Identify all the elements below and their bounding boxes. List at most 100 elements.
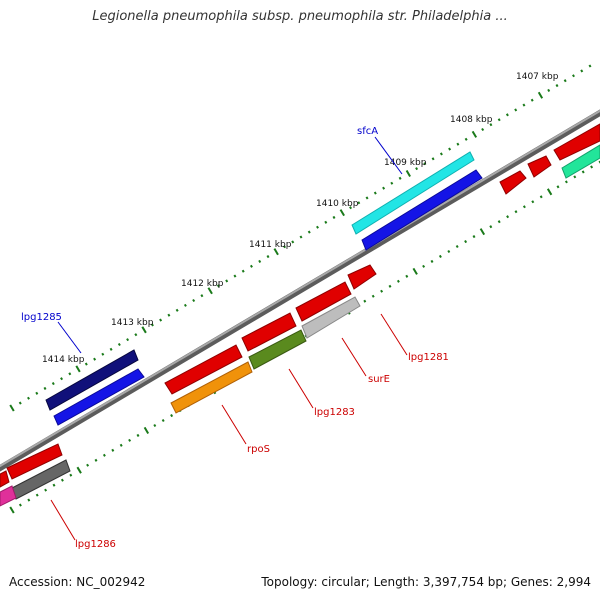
topology-text: Topology: circular; Length: 3,397,754 bp… [261, 575, 591, 589]
ruler-minor-tick [489, 225, 493, 229]
ruler-minor-tick [18, 401, 22, 405]
gene-red-reverse-3[interactable] [241, 312, 297, 352]
ruler-minor-tick [101, 352, 105, 356]
ruler-minor-tick [299, 235, 303, 239]
ruler-minor-tick [455, 244, 459, 249]
label-lpg1281[interactable]: lpg1281 [408, 352, 449, 363]
ruler-minor-tick [283, 245, 286, 249]
ruler-minor-tick [564, 180, 568, 184]
ruler-minor-tick [573, 175, 577, 179]
gene-lpg1281[interactable] [301, 296, 361, 339]
ruler-minor-tick [134, 333, 138, 337]
tick-label-1414: 1414 kbp [42, 355, 85, 365]
tick-label-1413: 1413 kbp [111, 318, 154, 328]
ruler-minor-tick [580, 69, 584, 73]
gene-blue-forward[interactable] [361, 169, 483, 251]
tick-label-1412: 1412 kbp [181, 279, 224, 289]
forward-strand-genes [45, 123, 600, 426]
ruler-minor-tick [69, 473, 73, 477]
ruler-minor-tick [398, 176, 402, 180]
gene-red-reverse-2[interactable] [295, 281, 352, 322]
ruler-minor-tick [371, 294, 375, 298]
ruler-minor-tick [117, 342, 121, 347]
gene-red-forward-a[interactable] [499, 170, 527, 195]
ruler-minor-tick [373, 191, 377, 195]
tick-label-1410: 1410 kbp [316, 199, 359, 209]
ruler-minor-tick [514, 210, 518, 214]
gene-red-reverse-1[interactable] [347, 264, 377, 290]
ruler-major-tick [207, 287, 213, 295]
reverse-strand-genes [0, 264, 377, 507]
ruler-minor-tick [448, 147, 452, 151]
ruler-minor-tick [388, 284, 392, 288]
ruler-major-tick [546, 188, 553, 196]
ruler-minor-tick [380, 289, 384, 293]
label-lpg1286[interactable]: lpg1286 [75, 539, 116, 550]
ruler-minor-tick [531, 200, 535, 204]
gene-blue-lpg1285-adjacent[interactable] [53, 368, 145, 426]
ruler-minor-tick [447, 249, 451, 254]
gene-lpg1285[interactable] [45, 349, 139, 411]
ruler-minor-tick [94, 458, 98, 462]
ruler-major-tick [9, 404, 15, 412]
ruler-minor-tick [175, 308, 179, 312]
gene-red-reverse-4[interactable] [164, 344, 243, 395]
gene-rpoS[interactable] [170, 361, 253, 414]
ruler-minor-tick [415, 167, 419, 171]
ruler-minor-tick [472, 235, 476, 239]
gene-red-reverse-edge[interactable] [0, 470, 10, 488]
ruler-minor-tick [128, 438, 132, 442]
ruler-major-tick [339, 209, 345, 217]
ruler-minor-tick [522, 103, 526, 107]
ruler-minor-tick [200, 294, 204, 298]
ruler-minor-tick [109, 347, 113, 351]
ruler-minor-tick [60, 377, 64, 381]
ruler-minor-tick [539, 195, 543, 199]
gene-mint-forward[interactable] [561, 144, 600, 179]
tick-label-1408: 1408 kbp [450, 115, 493, 125]
ruler-minor-tick [363, 299, 367, 303]
ruler-minor-tick [497, 118, 501, 122]
ruler-minor-tick [324, 220, 328, 224]
ruler-minor-tick [27, 498, 31, 502]
ruler-minor-tick [170, 414, 174, 418]
label-rpoS[interactable]: rpoS [247, 444, 270, 455]
ruler-minor-tick [530, 98, 534, 102]
gene-red-forward-b[interactable] [527, 155, 552, 178]
ruler-minor-tick [423, 162, 427, 166]
ruler-ticks-outer [9, 64, 592, 412]
label-surE[interactable]: surE [368, 374, 390, 385]
gene-red-forward-c[interactable] [553, 123, 600, 161]
gene-red-reverse-5[interactable] [6, 443, 63, 480]
label-sfcA[interactable]: sfcA [357, 126, 378, 137]
gene-sfcA[interactable] [351, 151, 475, 235]
ruler-minor-tick [136, 433, 140, 437]
ruler-minor-tick [161, 418, 165, 423]
label-lpg1283[interactable]: lpg1283 [314, 407, 355, 418]
ruler-minor-tick [396, 279, 400, 283]
ruler-minor-tick [216, 284, 220, 288]
ruler-minor-tick [422, 264, 426, 268]
gene-magenta-edge[interactable] [0, 485, 17, 507]
ruler-minor-tick [35, 493, 39, 497]
ruler-minor-tick [590, 165, 594, 169]
ruler-major-tick [537, 91, 544, 99]
ruler-minor-tick [572, 74, 575, 78]
ruler-minor-tick [183, 303, 187, 307]
ruler-minor-tick [241, 269, 245, 273]
gene-lpg1283[interactable] [248, 329, 307, 370]
ruler-minor-tick [316, 225, 319, 229]
ruler-minor-tick [382, 186, 386, 190]
backbone [0, 109, 600, 472]
ruler-minor-tick [192, 298, 196, 303]
ruler-minor-tick [522, 205, 526, 209]
ruler-minor-tick [86, 463, 90, 467]
ruler-minor-tick [291, 240, 295, 244]
ruler-minor-tick [60, 478, 64, 482]
label-lpg1285[interactable]: lpg1285 [21, 312, 62, 323]
ruler-minor-tick [365, 196, 369, 200]
ruler-major-tick [405, 169, 411, 178]
ruler-major-tick [273, 248, 279, 256]
ruler-minor-tick [489, 123, 493, 127]
